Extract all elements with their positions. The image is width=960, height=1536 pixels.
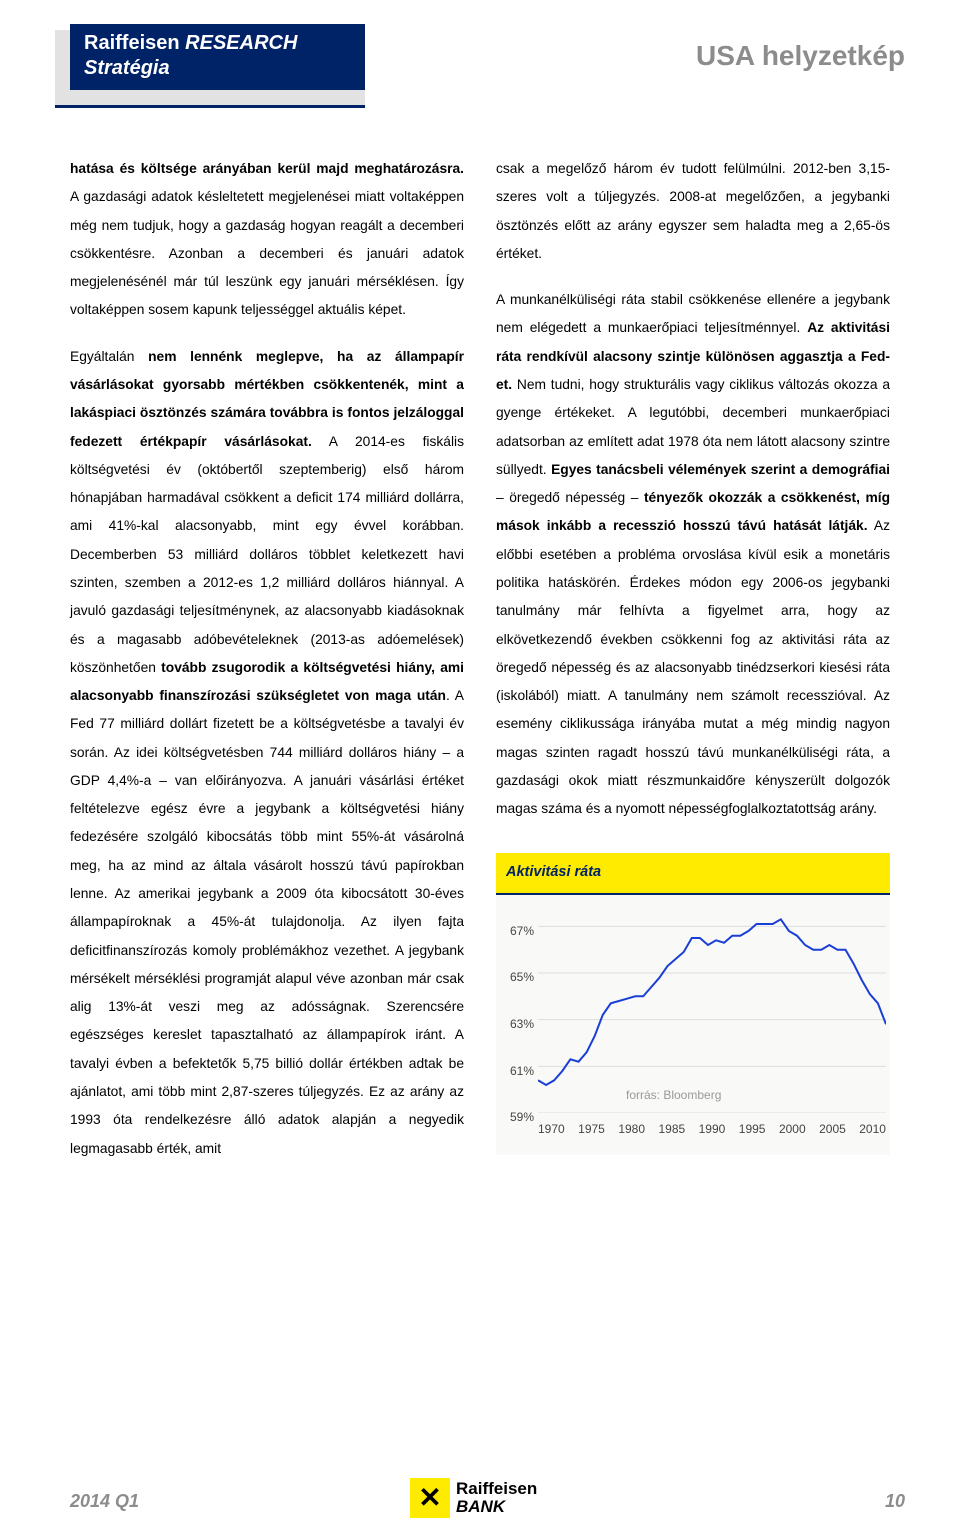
col1-p2-e: . A Fed 77 milliárd dollárt fizetett be … — [70, 688, 464, 1156]
chart-y-tick: 59% — [510, 1105, 534, 1130]
col2-p2-e: – öregedő népesség – — [496, 490, 644, 505]
col2-para-2: A munkanélküliségi ráta stabil csökkenés… — [496, 286, 890, 823]
main-content: hatása és költsége arányában kerül majd … — [70, 155, 890, 1181]
chart-y-labels: 59%61%63%65%67% — [500, 903, 536, 1113]
footer-logo-l2: BANK — [456, 1498, 537, 1516]
chart-y-tick: 63% — [510, 1012, 534, 1037]
col1-p1-rest: A gazdasági adatok késleltetett megjele­… — [70, 189, 464, 317]
chart-y-tick: 65% — [510, 965, 534, 990]
chart-x-labels: 1970 1975 1980 1985 1990 1995 2000 2005 2010 — [538, 1117, 886, 1142]
chart-y-tick: 61% — [510, 1059, 534, 1084]
col1-para-2: Egyáltalán nem lennénk meglepve, ha az á… — [70, 343, 464, 1163]
column-right: csak a megelőző három év tudott felülmúl… — [496, 155, 890, 1181]
chart-container: Aktivitási ráta 59% 61% 63% 65% 67% forrás: … — [496, 853, 890, 1155]
chart-x-tick: 2005 — [819, 1117, 846, 1142]
chart-x-tick: 1985 — [658, 1117, 685, 1142]
chart-x-tick: 1970 — [538, 1117, 565, 1142]
chart-x-tick: 1975 — [578, 1117, 605, 1142]
brand-line-1: Raiffeisen RESEARCH — [84, 32, 351, 55]
col2-p2-g: Az előbbi esetében a probléma orvoslása … — [496, 518, 890, 816]
col1-p1-bold: hatása és költsége arányában kerül majd … — [70, 161, 464, 176]
brand-main: Raiffeisen — [84, 32, 180, 54]
chart-x-tick: 1995 — [739, 1117, 766, 1142]
chart-area: 59%61%63%65%67% forrás: Bloomberg 197019… — [496, 895, 890, 1155]
footer-right: 10 — [885, 1491, 905, 1512]
footer-left: 2014 Q1 — [70, 1491, 139, 1512]
chart-x-tick: 2010 — [859, 1117, 886, 1142]
chart-source: forrás: Bloomberg — [626, 1083, 721, 1108]
footer-logo: Raiffeisen BANK — [410, 1478, 537, 1518]
chart-title: Aktivitási ráta — [496, 853, 890, 895]
col1-p2-a: Egyáltalán — [70, 349, 148, 364]
page-corner-title: USA helyzetkép — [696, 40, 905, 72]
chart-x-tick: 2000 — [779, 1117, 806, 1142]
footer-logo-l1: Raiffeisen — [456, 1480, 537, 1498]
column-left: hatása és költsége arányában kerül majd … — [70, 155, 464, 1181]
raiffeisen-logo-icon — [410, 1478, 450, 1518]
chart-x-tick: 1990 — [699, 1117, 726, 1142]
col1-p2-c: A 2014-es fiskális költségvetési év (okt… — [70, 434, 464, 675]
col2-para-1: csak a megelőző három év tudott felülmúl… — [496, 155, 890, 268]
col1-para-1: hatása és költsége arányában kerül majd … — [70, 155, 464, 325]
brand-sub: RESEARCH — [185, 32, 297, 54]
brand-line-2: Stratégia — [84, 57, 351, 80]
chart-y-tick: 67% — [510, 919, 534, 944]
header-blue-box: Raiffeisen RESEARCH Stratégia — [70, 24, 365, 90]
chart-x-tick: 1980 — [618, 1117, 645, 1142]
footer-logo-text: Raiffeisen BANK — [456, 1480, 537, 1516]
col2-p2-d: Egyes tanácsbeli vélemények szerint a de… — [551, 462, 890, 477]
page-footer: 2014 Q1 Raiffeisen BANK 10 — [0, 1468, 960, 1518]
